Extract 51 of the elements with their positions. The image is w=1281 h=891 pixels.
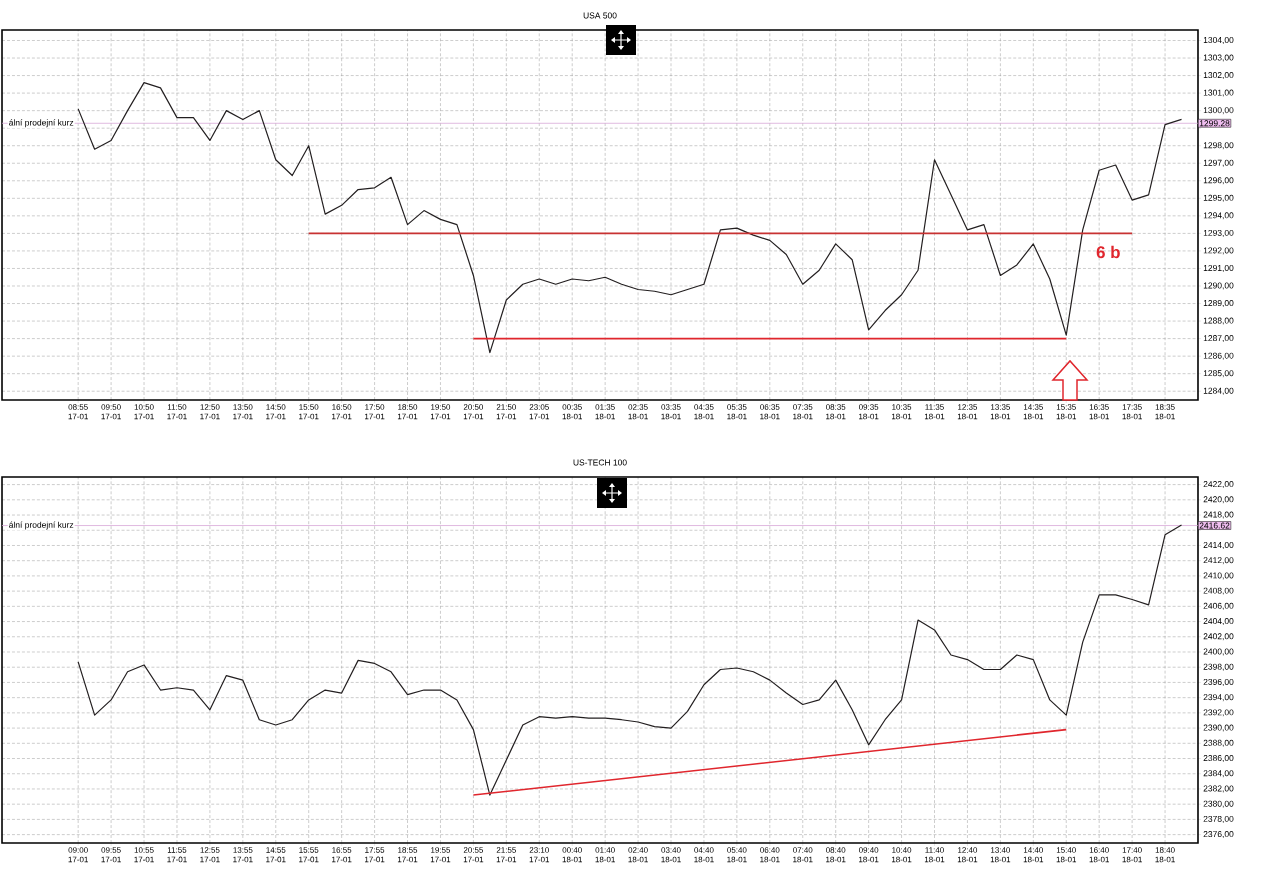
y-tick-label: 1292,00 — [1203, 247, 1234, 255]
y-tick-label: 1298,00 — [1203, 142, 1234, 150]
chart-title: US-TECH 100 — [573, 459, 627, 466]
y-tick-label: 1300,00 — [1203, 107, 1234, 115]
y-tick-label: 1302,00 — [1203, 72, 1234, 80]
y-tick-label: 2410,00 — [1203, 572, 1234, 580]
y-tick-label: 2420,00 — [1203, 496, 1234, 504]
y-tick-label: 2384,00 — [1203, 770, 1234, 778]
y-tick-label: 2396,00 — [1203, 678, 1234, 686]
y-tick-label: 1285,00 — [1203, 370, 1234, 378]
y-tick-label: 2408,00 — [1203, 587, 1234, 595]
y-tick-label: 2376,00 — [1203, 831, 1234, 839]
text: 2416.62 — [1199, 522, 1230, 529]
y-tick-label: 2414,00 — [1203, 541, 1234, 549]
y-tick-label: 1289,00 — [1203, 300, 1234, 308]
y-tick-label: 2412,00 — [1203, 557, 1234, 565]
annotation: 6 b — [1096, 245, 1120, 259]
y-tick-label: 2394,00 — [1203, 694, 1234, 702]
y-tick-label: 2388,00 — [1203, 739, 1234, 747]
y-tick-label: 1296,00 — [1203, 177, 1234, 185]
y-tick-label: 2406,00 — [1203, 602, 1234, 610]
y-tick-label: 2398,00 — [1203, 663, 1234, 671]
y-tick-label: 1304,00 — [1203, 37, 1234, 44]
y-tick-label: 2378,00 — [1203, 815, 1234, 823]
line-series — [77, 524, 1183, 796]
y-tick-label: 1291,00 — [1203, 264, 1234, 272]
y-tick-label: 1286,00 — [1203, 352, 1234, 360]
y-tick-label: 2380,00 — [1203, 800, 1234, 808]
y-tick-label: 2390,00 — [1203, 724, 1234, 732]
text: 1299.28 — [1199, 120, 1230, 127]
y-tick-label: 1293,00 — [1203, 229, 1234, 237]
ref-line-label: ální prodejní kurz — [9, 521, 74, 530]
y-tick-label: 1295,00 — [1203, 194, 1234, 202]
y-tick-label: 2418,00 — [1203, 511, 1234, 519]
y-tick-label: 1303,00 — [1203, 54, 1234, 62]
y-tick-label: 1301,00 — [1203, 89, 1234, 97]
y-tick-label: 2404,00 — [1203, 618, 1234, 626]
y-tick-label: 1297,00 — [1203, 159, 1234, 167]
ref-line-label: ální prodejní kurz — [9, 119, 74, 128]
y-tick-label: 2400,00 — [1203, 648, 1234, 656]
y-tick-label: 2382,00 — [1203, 785, 1234, 793]
y-tick-label: 1294,00 — [1203, 212, 1234, 220]
y-tick-label: 2386,00 — [1203, 755, 1234, 763]
y-tick-label: 1288,00 — [1203, 317, 1234, 325]
chart-title: USA 500 — [583, 12, 617, 19]
y-tick-label: 1290,00 — [1203, 282, 1234, 290]
y-tick-label: 2422,00 — [1203, 481, 1234, 489]
y-tick-label: 1287,00 — [1203, 335, 1234, 343]
y-tick-label: 1284,00 — [1203, 387, 1234, 395]
y-tick-label: 2392,00 — [1203, 709, 1234, 717]
y-tick-label: 2402,00 — [1203, 633, 1234, 641]
